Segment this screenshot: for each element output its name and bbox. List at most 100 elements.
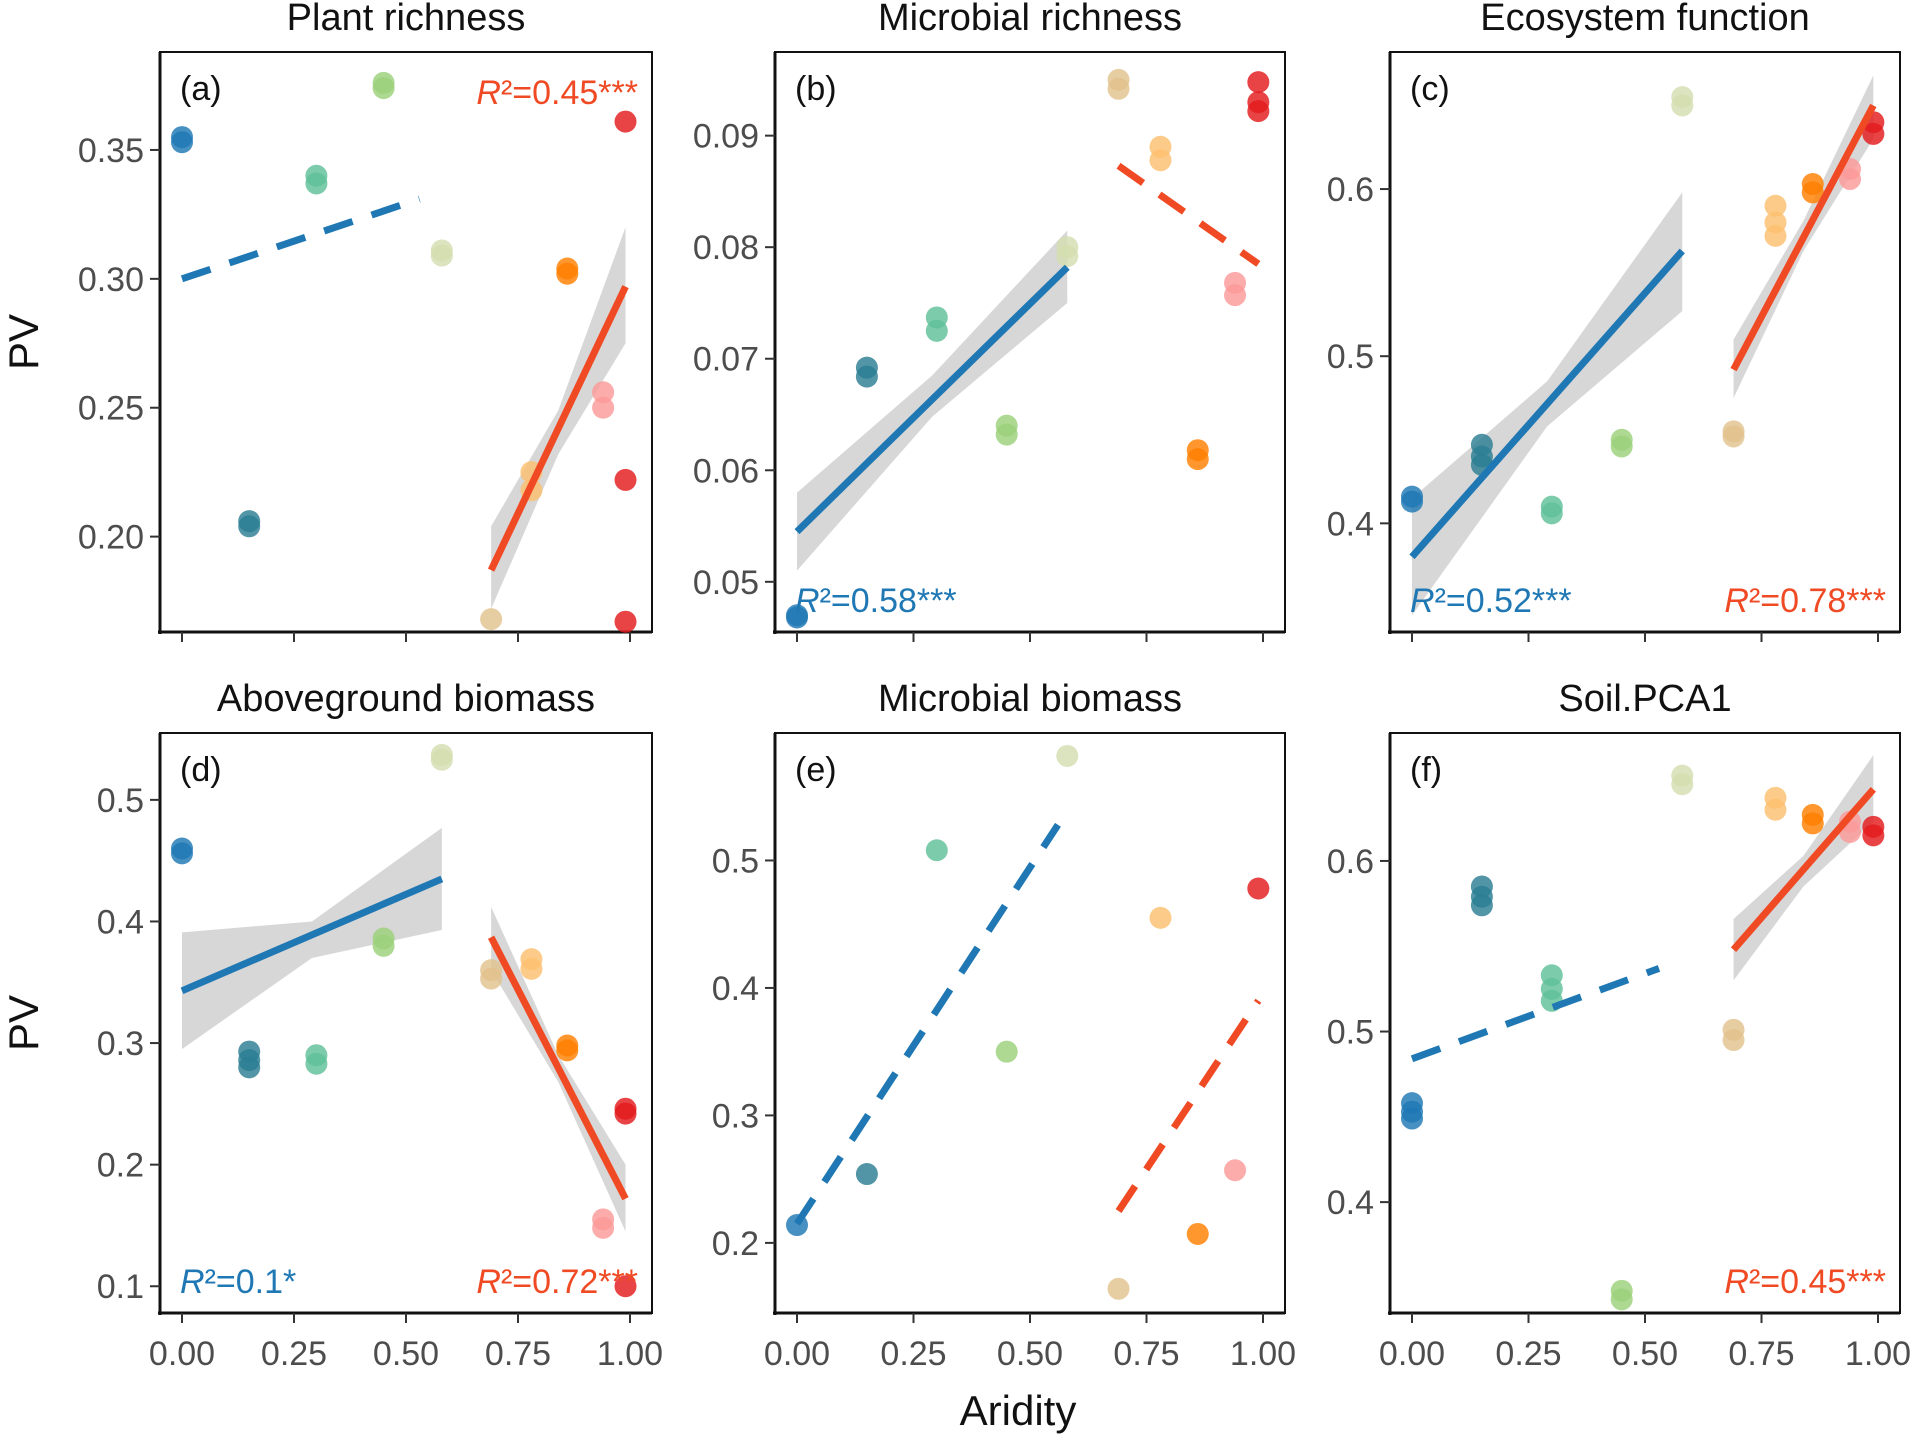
data-point (1801, 812, 1824, 835)
panel-title: Plant richness (287, 0, 526, 39)
data-point (1401, 1107, 1423, 1130)
x-tick-label: 0.75 (1728, 1335, 1794, 1373)
data-point (925, 839, 948, 862)
panel-6: Soil.PCA1 0.4 0.5 0.6 0.00 0.25 0.50 0.75 1.00 (f… (1327, 678, 1911, 1373)
x-tick-label: 0.50 (373, 1335, 439, 1373)
data-point (480, 608, 503, 631)
confidence-band (491, 227, 626, 609)
fit-line-blue (1409, 248, 1685, 560)
x-tick-label: 0.25 (880, 1335, 946, 1373)
panel-title: Aboveground biomass (217, 678, 595, 720)
y-tick-label: 0.05 (693, 564, 759, 602)
data-point (238, 1056, 261, 1079)
x-tick-label: 0.50 (997, 1335, 1063, 1373)
data-point (614, 1275, 637, 1298)
panel-letter: (e) (795, 751, 837, 789)
data-point (592, 396, 615, 419)
y-axis-label: PV (0, 995, 47, 1051)
r-squared-label: R²=0.45*** (1724, 1263, 1886, 1301)
data-point (1186, 1222, 1209, 1245)
r-squared-label: R²=0.72*** (476, 1263, 638, 1301)
panel-title: Ecosystem function (1480, 0, 1809, 39)
y-tick-label: 0.6 (1327, 171, 1374, 209)
y-tick-label: 0.06 (693, 452, 759, 490)
data-point (1610, 1288, 1633, 1311)
data-point (372, 934, 395, 957)
fit-line-red-dashed (1116, 162, 1261, 267)
data-point (372, 77, 395, 100)
x-tick-label: 0.50 (1612, 1335, 1678, 1373)
y-tick-label: 0.3 (712, 1097, 759, 1135)
data-point (305, 172, 328, 195)
data-point (614, 110, 637, 133)
data-point (305, 1052, 328, 1075)
r-squared-label: R²=0.1* (180, 1263, 296, 1301)
fit-line-red-dashed (1115, 998, 1262, 1213)
data-point (614, 468, 637, 491)
data-point (1224, 284, 1247, 307)
fit-line-red (488, 935, 629, 1201)
y-tick-label: 0.5 (712, 842, 759, 880)
data-point (1862, 824, 1885, 847)
data-point (1056, 245, 1079, 268)
y-tick-label: 0.25 (78, 390, 144, 428)
x-tick-label: 0.25 (1495, 1335, 1561, 1373)
data-point (430, 748, 453, 771)
data-point (995, 423, 1018, 446)
y-tick-label: 0.5 (1327, 338, 1374, 376)
data-point (1401, 490, 1423, 513)
r-squared-label: R²=0.58*** (795, 582, 957, 620)
data-point (855, 1163, 878, 1186)
data-point (520, 957, 543, 980)
r-squared-label: R²=0.45*** (476, 74, 638, 112)
fit-line-blue (180, 875, 444, 994)
y-tick-label: 0.30 (78, 261, 144, 299)
y-tick-label: 0.4 (712, 970, 759, 1008)
data-point (1801, 181, 1824, 204)
x-tick-label: 1.00 (1230, 1335, 1296, 1373)
data-point (1470, 894, 1493, 917)
y-tick-label: 0.08 (693, 229, 759, 267)
y-tick-label: 0.09 (693, 118, 759, 156)
data-point (430, 244, 453, 267)
data-point (855, 365, 878, 388)
data-point (556, 1039, 579, 1062)
r-squared-label: R²=0.78*** (1724, 582, 1886, 620)
data-point (1722, 1029, 1745, 1052)
data-point (1247, 877, 1270, 900)
panel-frame (1389, 732, 1901, 1314)
panel-letter: (d) (180, 751, 222, 789)
fit-line-blue (794, 264, 1070, 535)
data-point (1764, 194, 1787, 217)
x-tick-label: 0.25 (261, 1335, 327, 1373)
data-point (1839, 168, 1862, 191)
x-tick-label: 0.75 (485, 1335, 551, 1373)
data-point (1186, 448, 1209, 471)
data-point (238, 515, 261, 538)
data-point (786, 606, 808, 629)
fit-line-red (1730, 786, 1876, 952)
data-point (1107, 77, 1130, 100)
data-point (1149, 149, 1172, 172)
panel-title: Microbial biomass (878, 678, 1182, 720)
data-point (1107, 1277, 1130, 1300)
y-tick-label: 0.07 (693, 341, 759, 379)
y-tick-label: 0.4 (97, 903, 144, 941)
panel-frame (774, 732, 1286, 1314)
panel-frame (159, 732, 653, 1314)
panel-frame (774, 51, 1286, 633)
data-point (1764, 798, 1787, 821)
data-point (1671, 773, 1694, 796)
data-point (1149, 906, 1172, 929)
data-point (1224, 1159, 1247, 1182)
fit-line-blue-dashed (180, 195, 421, 283)
panel-letter: (c) (1410, 70, 1450, 108)
x-tick-label: 0.00 (1379, 1335, 1445, 1373)
data-point (1764, 224, 1787, 247)
y-tick-label: 0.4 (1327, 505, 1374, 543)
x-tick-label: 0.00 (149, 1335, 215, 1373)
y-tick-label: 0.1 (97, 1268, 144, 1306)
y-axis-label: PV (0, 314, 47, 370)
y-tick-label: 0.35 (78, 132, 144, 170)
data-point (1247, 100, 1270, 123)
